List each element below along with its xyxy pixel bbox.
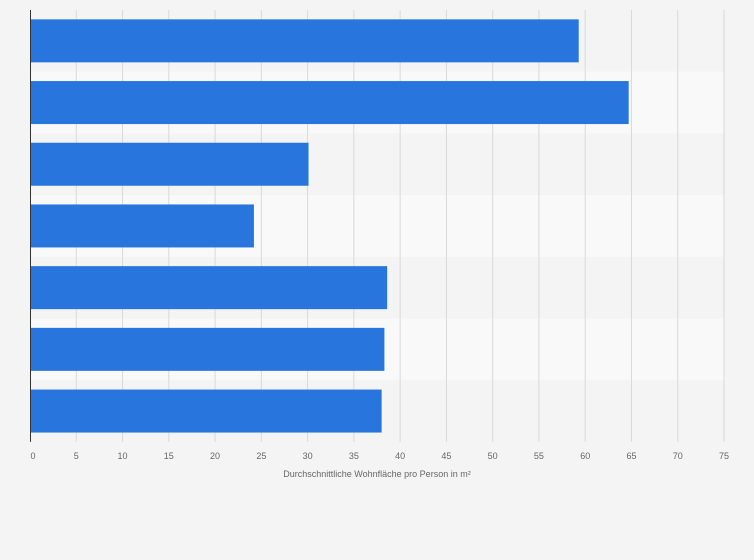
x-tick-label: 60 <box>580 451 590 461</box>
x-tick-label: 40 <box>395 451 405 461</box>
x-tick-label: 65 <box>626 451 636 461</box>
x-tick-label: 30 <box>303 451 313 461</box>
bars <box>30 19 629 433</box>
bar <box>30 19 579 63</box>
x-tick-label: 50 <box>488 451 498 461</box>
bar <box>30 81 629 125</box>
x-tick-label: 10 <box>118 451 128 461</box>
bar <box>30 389 382 433</box>
x-tick-labels: 0 5 10 15 20 25 30 35 40 45 50 55 60 65 70 75 <box>30 451 729 461</box>
bar <box>30 204 254 248</box>
x-tick-label: 45 <box>441 451 451 461</box>
x-tick-label: 0 <box>30 451 35 461</box>
bar <box>30 266 388 310</box>
x-tick-label: 15 <box>164 451 174 461</box>
x-tick-label: 5 <box>74 451 79 461</box>
bar <box>30 327 385 371</box>
x-tick-label: 70 <box>673 451 683 461</box>
x-tick-label: 55 <box>534 451 544 461</box>
x-tick-label: 25 <box>256 451 266 461</box>
bar <box>30 142 309 186</box>
x-tick-label: 35 <box>349 451 359 461</box>
x-axis-title: Durchschnittliche Wohnfläche pro Person … <box>283 469 470 479</box>
x-tick-label: 75 <box>719 451 729 461</box>
x-tick-label: 20 <box>210 451 220 461</box>
